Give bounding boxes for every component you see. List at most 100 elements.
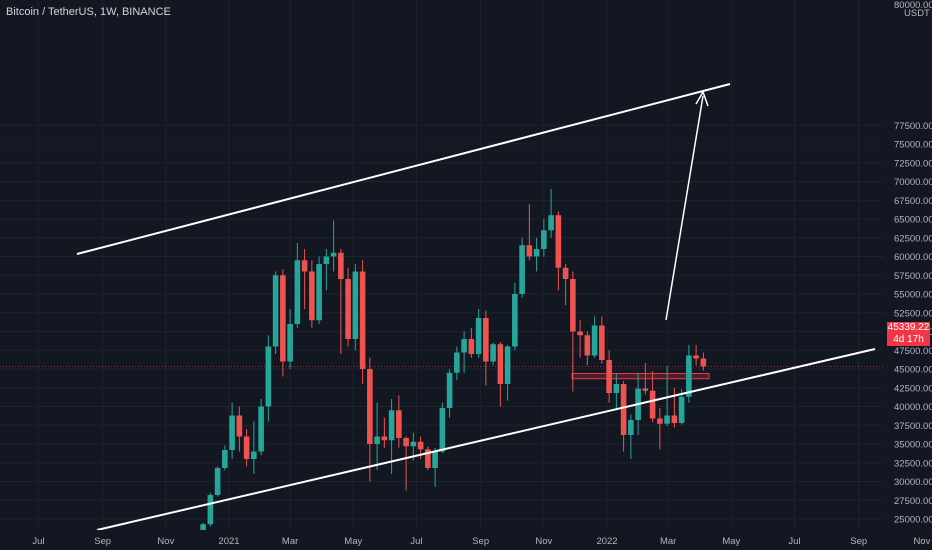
candle-body — [359, 271, 366, 369]
candle-body — [251, 451, 257, 459]
candle-body — [367, 369, 373, 444]
price-tick-label: 47500.00 — [894, 346, 932, 357]
chart-grid — [0, 0, 923, 530]
time-tick-label: 2022 — [596, 536, 617, 547]
projection-arrow-head — [695, 90, 709, 107]
price-tick-label: 62500.00 — [894, 233, 932, 244]
candle-body — [693, 355, 699, 359]
price-tick-label: 75000.00 — [894, 140, 932, 151]
candle-body — [613, 384, 620, 393]
countdown-label: 4d 17h — [887, 334, 930, 346]
price-tick-label: 37500.00 — [894, 421, 932, 432]
candle-body — [200, 524, 206, 536]
candle-body — [345, 279, 351, 339]
symbol-title[interactable]: Bitcoin / TetherUS, 1W, BINANCE — [6, 6, 171, 18]
candle-body — [294, 260, 301, 324]
candle-body — [475, 318, 482, 354]
time-axis: Jul Sep Nov 2021 Mar May Jul Sep Nov 2022 Mar May Ju… — [0, 530, 932, 550]
price-scale: 25000.00 27500.00 30000.00 32500.00 35000.00… — [884, 0, 932, 550]
candle-body — [519, 245, 525, 294]
candle-body — [417, 441, 424, 450]
time-tick-label: Sep — [850, 536, 867, 547]
price-tick-label: 65000.00 — [894, 215, 932, 226]
candle-body — [258, 406, 264, 452]
candle-body — [468, 339, 475, 354]
price-scale-bg — [884, 0, 932, 550]
candle-body — [243, 436, 250, 459]
candle-body — [461, 339, 467, 353]
candle-body — [606, 360, 612, 393]
candle-body — [686, 355, 692, 397]
candle-body — [490, 344, 496, 362]
candle-body — [620, 384, 627, 435]
projection-arrow-line — [665, 95, 704, 321]
trendlines — [76, 83, 876, 531]
candle-body — [671, 415, 678, 423]
candle-body — [649, 390, 656, 419]
candle-body — [642, 388, 649, 391]
candle-body — [533, 249, 540, 257]
candle-body — [222, 450, 228, 468]
candle-body — [403, 438, 409, 447]
price-tick-label: 55000.00 — [894, 290, 932, 301]
candle-body — [584, 335, 591, 356]
candle-body — [229, 415, 235, 450]
price-tick-label: 35000.00 — [894, 440, 932, 451]
price-scale-top-label: 80000.00 — [894, 0, 932, 11]
time-tick-label: Jul — [410, 536, 422, 547]
price-tick-label: 60000.00 — [894, 252, 932, 263]
candle-body — [591, 325, 598, 356]
price-tick-label: 57500.00 — [894, 271, 932, 282]
time-tick-label: May — [344, 536, 362, 547]
candle-body — [425, 449, 431, 468]
candle-body — [214, 468, 221, 495]
price-tick-label: 52500.00 — [894, 308, 932, 319]
price-unit-label: USDT — [904, 8, 930, 19]
candle-body — [577, 331, 583, 336]
price-tick-label: 72500.00 — [894, 158, 932, 169]
price-tick-label: 70000.00 — [894, 177, 932, 188]
candle-body — [504, 346, 511, 384]
time-tick-label: 2021 — [218, 536, 239, 547]
candle-body — [512, 294, 518, 347]
candle-body — [548, 215, 554, 231]
price-tick-label: 45000.00 — [894, 365, 932, 376]
support-zone-box — [571, 373, 710, 380]
candle-body — [323, 256, 330, 264]
time-tick-label: May — [722, 536, 740, 547]
candle-body — [497, 344, 504, 384]
candle-body — [280, 275, 286, 362]
time-tick-label: Sep — [94, 536, 111, 547]
candle-body — [396, 410, 402, 438]
time-tick-label: Nov — [913, 536, 930, 547]
price-tick-label: 32500.00 — [894, 458, 932, 469]
candle-body — [664, 415, 670, 424]
candle-body — [287, 324, 293, 362]
time-tick-label: Mar — [660, 536, 676, 547]
candle-body — [265, 346, 272, 407]
candle-body — [678, 396, 685, 423]
candle-body — [338, 252, 344, 279]
candle-body — [599, 325, 605, 360]
time-tick-label: Nov — [535, 536, 552, 547]
candle-body — [352, 271, 359, 339]
candle-body — [432, 451, 438, 468]
time-tick-label: Mar — [282, 536, 298, 547]
price-tick-label: 40000.00 — [894, 402, 932, 413]
candle-body — [272, 275, 279, 347]
candle-body — [309, 271, 315, 321]
candle-body — [301, 260, 308, 272]
price-tick-label: 67500.00 — [894, 196, 932, 207]
price-tick-label: 27500.00 — [894, 496, 932, 507]
candle-body — [381, 436, 388, 441]
upper-channel-line — [76, 83, 731, 255]
candle-body — [236, 415, 243, 437]
candle-body — [410, 441, 417, 447]
price-tick-label: 42500.00 — [894, 383, 932, 394]
price-tick-label: 30000.00 — [894, 477, 932, 488]
candle-body — [439, 408, 446, 452]
time-tick-label: Sep — [472, 536, 489, 547]
lower-channel-line — [96, 348, 876, 531]
candle-body — [555, 215, 562, 268]
